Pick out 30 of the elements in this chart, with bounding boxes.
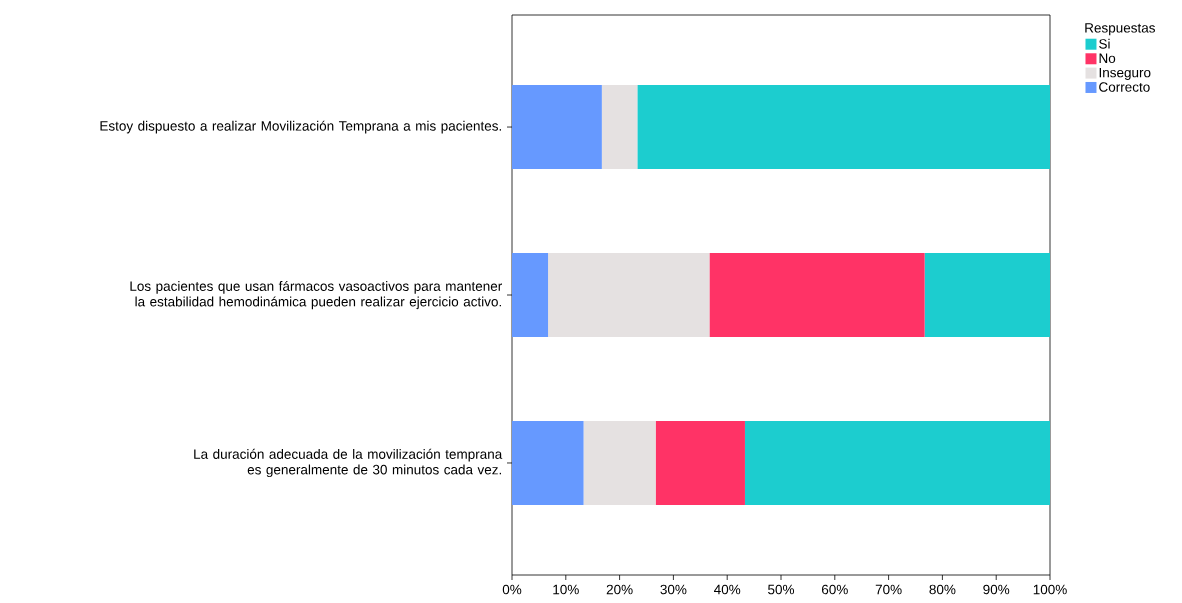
y-tick-label: Los pacientes que usan fármacos vasoactivos para mantener la estabilidad hemodinámica pueden realizar ejercicio activo. [130,280,503,310]
x-tick-label: 100% [1033,584,1067,595]
legend-label: Inseguro [1099,67,1151,81]
legend-label: No [1099,53,1116,64]
bar [512,253,549,338]
x-tick-label: 40% [714,584,741,595]
bar [924,253,1050,338]
bar [601,85,638,170]
legend-label: Si [1099,38,1110,49]
bar [655,420,745,505]
x-tick-label: 60% [821,584,848,595]
bar [709,253,925,338]
x-tick-label: 50% [768,584,795,595]
x-tick-label: 30% [660,584,687,595]
legend-title: Respuestas [1085,23,1155,36]
bar [637,85,1050,170]
x-tick-label: 90% [983,584,1010,595]
bar [744,420,1050,505]
y-tick-label: La duración adecuada de la movilización temprana es generalmente de 30 minutos cada vez. [194,448,503,478]
x-tick-label: 20% [606,584,633,595]
bar [512,420,584,505]
bar [512,85,602,170]
legend-label: Correcto [1099,82,1150,92]
bar [548,253,710,338]
y-tick-label: Estoy dispuesto a realizar Movilización Temprana a mis pacientes. [100,120,501,134]
x-tick-label: 0% [502,584,522,595]
x-tick-label: 70% [875,584,902,595]
x-tick-label: 80% [929,584,956,595]
x-tick-label: 10% [553,584,579,595]
bar [583,420,656,505]
